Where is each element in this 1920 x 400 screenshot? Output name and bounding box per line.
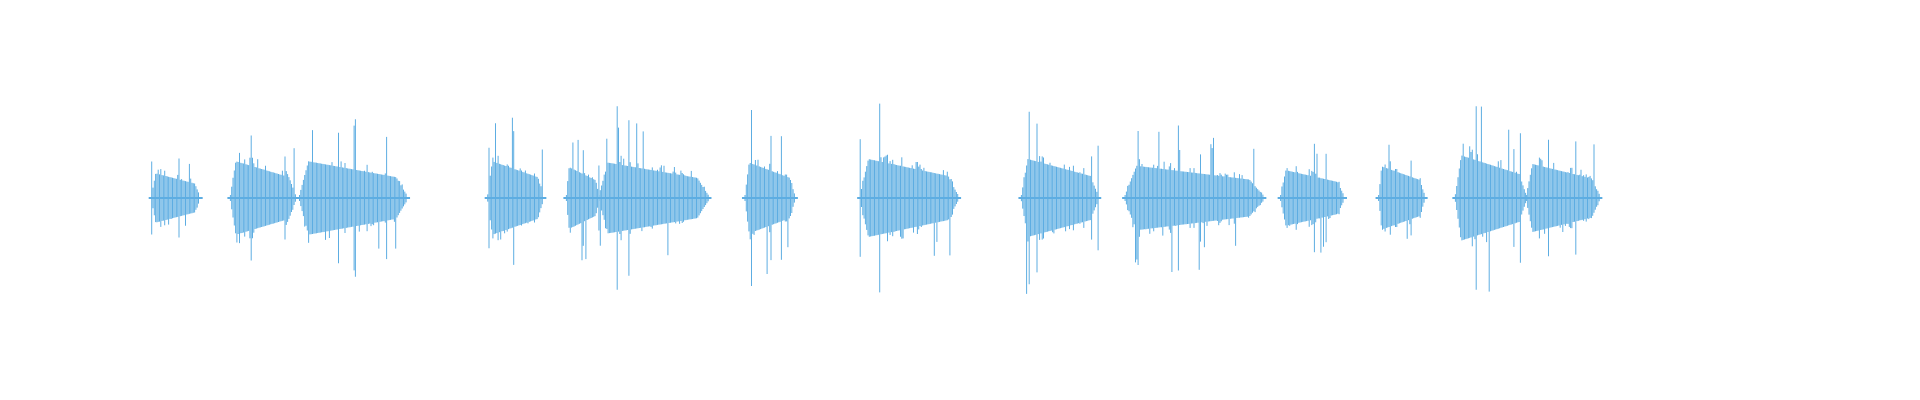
waveform-segment (227, 135, 299, 261)
waveform-segment (1375, 144, 1428, 239)
waveform-segment (1452, 106, 1530, 292)
waveform-segment (1018, 111, 1102, 294)
waveform-segment (741, 110, 798, 286)
waveform-segment (596, 106, 712, 290)
waveform-segment (296, 119, 411, 277)
waveform-segment (1122, 125, 1267, 272)
waveform-segment (1277, 143, 1347, 253)
waveform-segment (857, 103, 962, 293)
waveform-segment (148, 158, 203, 238)
waveform-segment (1523, 139, 1603, 257)
waveform-segment (563, 139, 603, 261)
waveform-segment (484, 117, 547, 265)
